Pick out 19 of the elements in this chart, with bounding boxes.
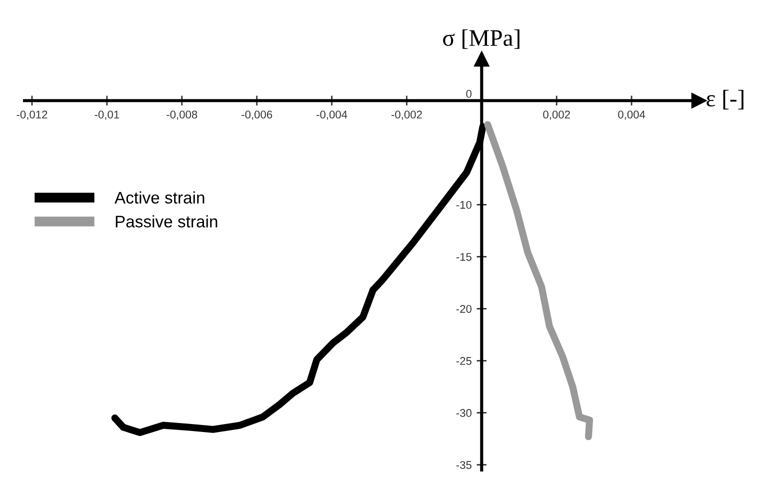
legend-label: Active strain [114, 191, 204, 204]
y-tick-label: 0 [466, 90, 472, 98]
x-tick-label: -0,002 [391, 110, 422, 120]
y-tick-label: -20 [456, 304, 472, 313]
x-tick-label: -0,01 [94, 110, 120, 120]
legend-label: Passive strain [116, 215, 218, 228]
y-tick-label: -15 [456, 253, 472, 261]
x-tick-label: -0,008 [166, 110, 198, 120]
y-tick-label: -10 [456, 200, 472, 209]
x-tick-label: -0,012 [16, 110, 48, 120]
x-tick-label: -0,004 [316, 110, 348, 120]
y-tick-label: -35 [456, 461, 472, 469]
y-tick-label: -30 [456, 409, 472, 417]
x-tick-label: 0,002 [543, 110, 570, 120]
y-tick-label: -25 [456, 357, 472, 365]
x-tick-label: -0,006 [242, 110, 272, 120]
x-axis-title: ε [-] [706, 90, 744, 110]
x-tick-label: 0,004 [618, 110, 646, 120]
y-axis-title: σ [MPa] [443, 29, 520, 49]
